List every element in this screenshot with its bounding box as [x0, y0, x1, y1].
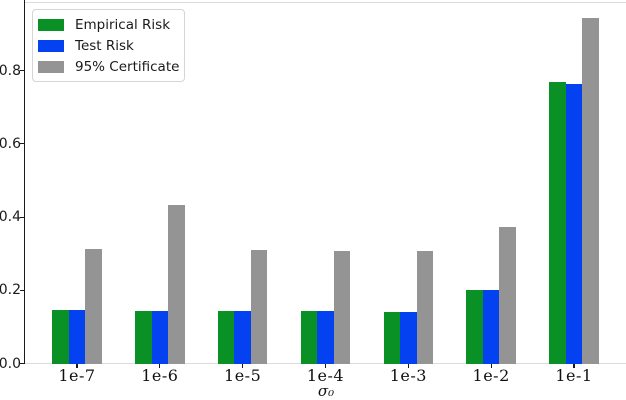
legend: Empirical Risk Test Risk 95% Certificate [32, 9, 185, 82]
bar-test-risk-1e-2 [482, 290, 500, 364]
x-tick-mark [242, 364, 244, 368]
x-tick-mark [324, 364, 327, 368]
x-tick-mark [573, 364, 575, 368]
bar-test-risk-1e-3 [400, 312, 417, 364]
y-tick-label-0.8: 0.8 [0, 62, 21, 79]
x-tick-label-1e-6: 1e-6 [141, 366, 179, 385]
x-tick-mark [490, 364, 492, 368]
bar-empirical-risk-1e-5 [217, 311, 235, 364]
bar-95-certificate-1e-5 [250, 250, 268, 364]
bar-empirical-risk-1e-6 [135, 311, 152, 364]
x-tick-mark [159, 364, 161, 368]
x-tick-mark [76, 364, 78, 368]
legend-swatch-icon [38, 60, 64, 73]
bar-empirical-risk-1e-7 [52, 310, 69, 364]
bar-95-certificate-1e-2 [499, 227, 516, 364]
x-tick-label-1e-7: 1e-7 [58, 366, 96, 385]
x-tick-label-1e-2: 1e-2 [472, 366, 510, 385]
y-tick-label-0.6: 0.6 [0, 135, 21, 152]
x-tick-mark [407, 364, 409, 368]
y-tick-label-0.2: 0.2 [0, 282, 21, 299]
x-tick-label-1e-5: 1e-5 [224, 366, 262, 385]
bar-test-risk-1e-4 [317, 311, 334, 364]
bar-empirical-risk-1e-2 [466, 290, 483, 364]
y-tick-label-0.4: 0.4 [0, 209, 21, 226]
bar-95-certificate-1e-6 [168, 204, 185, 364]
bar-empirical-risk-1e-1 [549, 81, 566, 364]
y-tick-label-0.0: 0.0 [0, 355, 21, 372]
legend-swatch-icon [38, 18, 64, 31]
legend-row-empirical-risk: Empirical Risk [38, 17, 178, 33]
x-tick-label-1e-4: 1e-4 [306, 366, 345, 385]
y-axis-line [24, 0, 26, 364]
legend-label: 95% Certificate [75, 58, 180, 75]
x-tick-label-1e-3: 1e-3 [389, 366, 427, 385]
legend-row-test-risk: Test Risk [38, 38, 178, 54]
bar-95-certificate-1e-1 [582, 18, 599, 364]
legend-label: Test Risk [75, 37, 134, 54]
legend-swatch-icon [38, 39, 64, 52]
bar-test-risk-1e-6 [151, 311, 169, 364]
y-tick-mark [20, 216, 24, 218]
legend-label: Empirical Risk [75, 16, 171, 33]
bar-test-risk-1e-5 [234, 311, 251, 364]
bar-95-certificate-1e-3 [416, 251, 434, 364]
bar-empirical-risk-1e-3 [383, 312, 401, 364]
x-axis-line [25, 363, 626, 364]
bar-empirical-risk-1e-4 [300, 311, 318, 364]
y-tick-mark [20, 143, 24, 145]
top-spine [25, 2, 626, 3]
y-tick-mark [20, 70, 24, 72]
bar-95-certificate-1e-7 [85, 248, 102, 364]
bar-test-risk-1e-7 [68, 310, 86, 364]
y-tick-mark [20, 289, 24, 291]
bar-test-risk-1e-1 [565, 83, 583, 364]
x-tick-label-1e-1: 1e-1 [555, 366, 593, 385]
bar-95-certificate-1e-4 [333, 251, 351, 364]
legend-row-95-certificate: 95% Certificate [38, 58, 180, 75]
x-axis-label: σ₀ [317, 382, 335, 400]
y-tick-mark [20, 362, 24, 365]
